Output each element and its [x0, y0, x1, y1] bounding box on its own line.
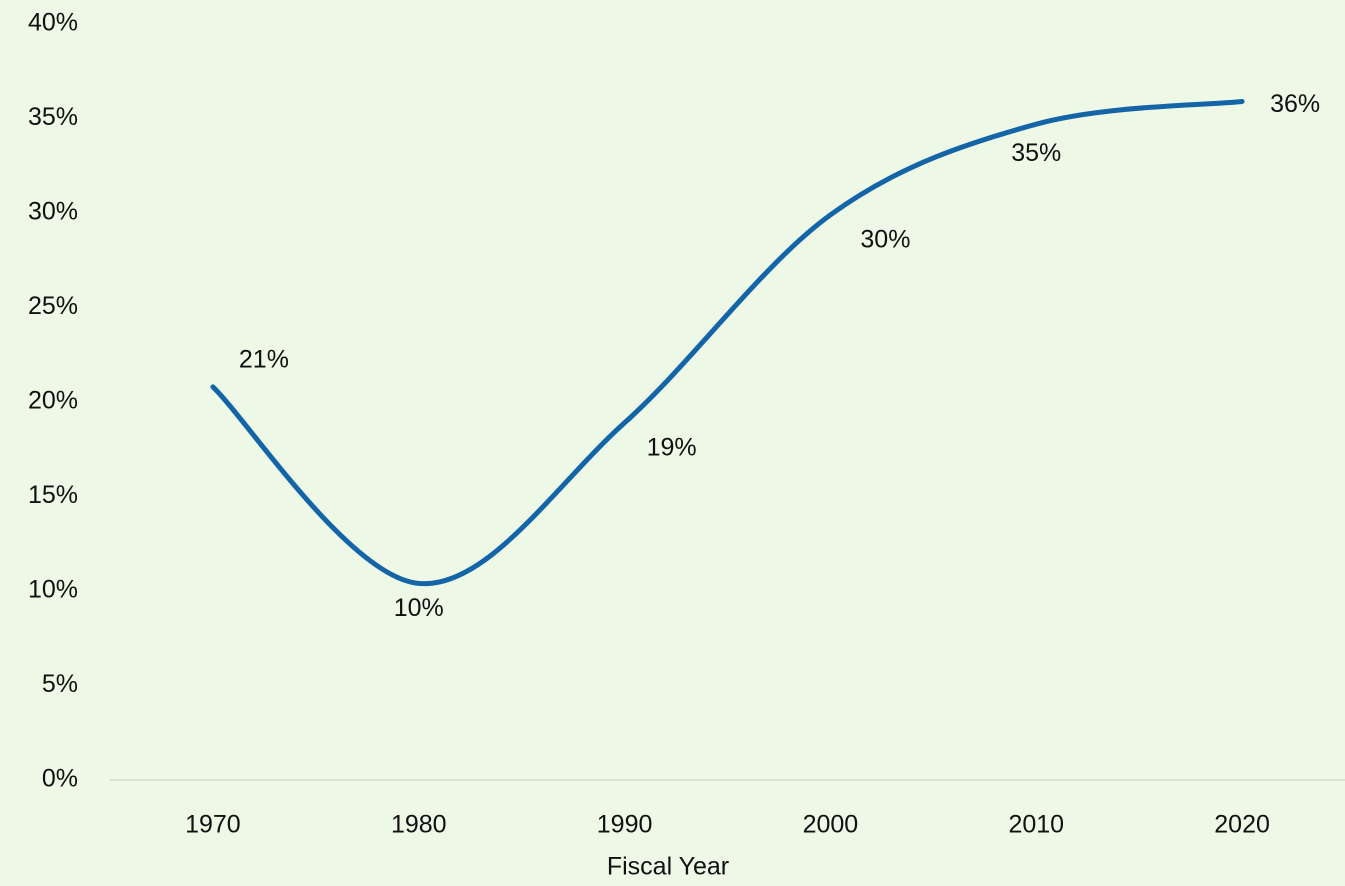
x-axis-title: Fiscal Year [607, 853, 729, 881]
data-label: 10% [394, 594, 444, 622]
data-label: 19% [647, 433, 697, 461]
data-label: 35% [1011, 139, 1061, 167]
y-tick-label: 35% [28, 103, 78, 131]
x-tick-label: 2020 [1214, 811, 1270, 839]
y-tick-label: 20% [28, 387, 78, 415]
y-tick-label: 25% [28, 292, 78, 320]
y-tick-label: 15% [28, 481, 78, 509]
data-label: 36% [1270, 90, 1320, 118]
x-tick-label: 1990 [597, 811, 653, 839]
line [210, 98, 1245, 586]
data-label: 30% [860, 225, 910, 253]
y-tick-label: 30% [28, 198, 78, 226]
y-tick-label: 40% [28, 9, 78, 37]
x-tick-label: 1980 [391, 811, 447, 839]
y-tick-label: 10% [28, 576, 78, 604]
y-tick-label: 0% [42, 765, 78, 793]
x-tick-label: 2010 [1008, 811, 1064, 839]
x-tick-label: 1970 [185, 811, 241, 839]
y-tick-label: 5% [42, 670, 78, 698]
x-tick-label: 2000 [803, 811, 859, 839]
data-label: 21% [239, 345, 289, 373]
